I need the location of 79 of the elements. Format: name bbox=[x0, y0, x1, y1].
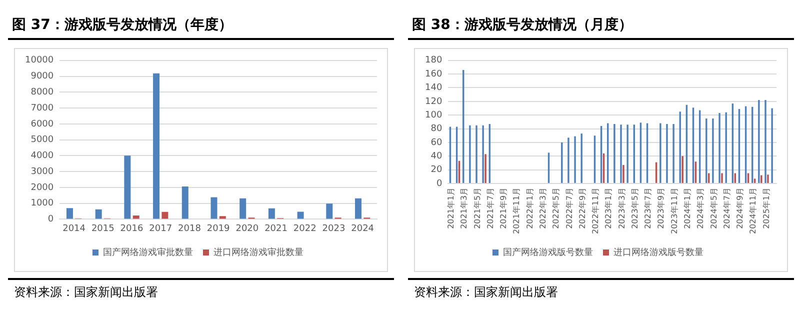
bar bbox=[297, 212, 304, 219]
y-tick-label: 60 bbox=[430, 138, 442, 148]
y-tick-label: 0 bbox=[436, 178, 442, 189]
x-tick-label: 2022年9月 bbox=[578, 187, 587, 229]
y-tick-label: 180 bbox=[424, 56, 442, 66]
x-tick-label: 2024年3月 bbox=[696, 187, 706, 229]
text: 资料来源：国家新闻出版署 bbox=[414, 284, 559, 301]
x-tick-label: 2022年7月 bbox=[564, 187, 574, 229]
bar bbox=[210, 197, 218, 219]
bar bbox=[240, 198, 246, 219]
text: 资料来源：国家新闻出版署 bbox=[14, 284, 159, 301]
x-tick-label: 2017 bbox=[149, 224, 172, 234]
x-tick-label: 2021年1月 bbox=[446, 187, 456, 229]
y-tick-label: 3000 bbox=[30, 166, 54, 177]
x-tick-label: 2021年5月 bbox=[472, 187, 482, 229]
x-tick-label: 2024年1月 bbox=[682, 187, 692, 229]
y-tick-label: 40 bbox=[430, 151, 442, 162]
x-tick-label: 2025年1月 bbox=[762, 187, 771, 229]
y-tick-label: 80 bbox=[430, 124, 442, 134]
x-tick-label: 2018 bbox=[178, 224, 202, 234]
x-tick-label: 2019 bbox=[206, 224, 230, 234]
y-tick-label: 9000 bbox=[30, 72, 54, 82]
x-tick-label: 2024年11月 bbox=[748, 187, 758, 234]
bar bbox=[326, 204, 333, 219]
y-tick-label: 160 bbox=[424, 69, 442, 80]
x-tick-label: 2024年5月 bbox=[709, 187, 718, 229]
x-tick-label: 2016 bbox=[120, 224, 144, 234]
y-tick-label: 5000 bbox=[30, 135, 54, 146]
bar bbox=[95, 209, 102, 219]
y-tick-label: 1000 bbox=[30, 198, 54, 209]
x-tick-label: 2021 bbox=[264, 224, 288, 234]
chart-title: 图 38：游戏版号发放情况（月度） bbox=[408, 8, 794, 40]
x-tick-label: 2022年1月 bbox=[525, 187, 534, 229]
y-tick-label: 120 bbox=[424, 96, 442, 107]
y-tick-label: 2000 bbox=[30, 182, 54, 193]
bar bbox=[268, 208, 275, 219]
x-tick-label: 2021年3月 bbox=[460, 187, 469, 229]
bar bbox=[124, 156, 131, 219]
bar bbox=[219, 216, 226, 219]
x-tick-label: 2023年11月 bbox=[670, 187, 679, 234]
x-tick-label: 2014 bbox=[62, 224, 86, 234]
bar bbox=[153, 73, 160, 219]
legend-label: 国产网络游戏审批数量 bbox=[103, 246, 193, 258]
x-tick-label: 2021年9月 bbox=[499, 187, 508, 229]
bar bbox=[182, 186, 188, 219]
x-tick-label: 2023年5月 bbox=[630, 187, 640, 229]
y-tick-label: 7000 bbox=[30, 103, 54, 114]
y-tick-label: 4000 bbox=[30, 151, 54, 162]
bar bbox=[132, 216, 140, 219]
x-tick-label: 2024 bbox=[351, 224, 374, 234]
legend-label: 进口网络游戏版号数量 bbox=[614, 246, 704, 258]
x-tick-label: 2020 bbox=[236, 224, 259, 234]
x-tick-label: 2023 bbox=[322, 224, 346, 234]
x-tick-label: 2021年11月 bbox=[512, 187, 522, 234]
chart-title: 图 37：游戏版号发放情况（年度） bbox=[8, 8, 394, 40]
x-tick-label: 2023年3月 bbox=[617, 187, 626, 229]
x-tick-label: 2022年5月 bbox=[552, 187, 561, 229]
x-tick-label: 2024年9月 bbox=[736, 187, 745, 229]
x-tick-label: 2022年11月 bbox=[591, 187, 600, 234]
x-tick-label: 2015 bbox=[91, 224, 114, 234]
legend-label: 进口网络游戏审批数量 bbox=[214, 246, 304, 258]
bar bbox=[66, 208, 73, 219]
x-tick-label: 2024年7月 bbox=[722, 187, 732, 229]
x-tick-label: 2023年1月 bbox=[604, 187, 614, 229]
y-tick-label: 10000 bbox=[24, 56, 54, 66]
y-tick-label: 140 bbox=[424, 83, 442, 94]
bar bbox=[162, 212, 168, 219]
x-tick-label: 2023年7月 bbox=[644, 187, 653, 229]
y-tick-label: 6000 bbox=[30, 119, 54, 130]
x-tick-label: 2022年3月 bbox=[538, 187, 548, 229]
x-tick-label: 2022 bbox=[293, 224, 316, 234]
x-tick-label: 2023年9月 bbox=[656, 187, 666, 229]
y-tick-label: 8000 bbox=[30, 88, 54, 98]
legend-label: 国产网络游戏版号数量 bbox=[503, 246, 593, 258]
x-tick-label: 2021年7月 bbox=[486, 187, 495, 229]
y-tick-label: 20 bbox=[430, 165, 442, 176]
y-tick-label: 0 bbox=[48, 214, 54, 225]
y-tick-label: 100 bbox=[424, 110, 442, 120]
bar bbox=[355, 198, 362, 219]
